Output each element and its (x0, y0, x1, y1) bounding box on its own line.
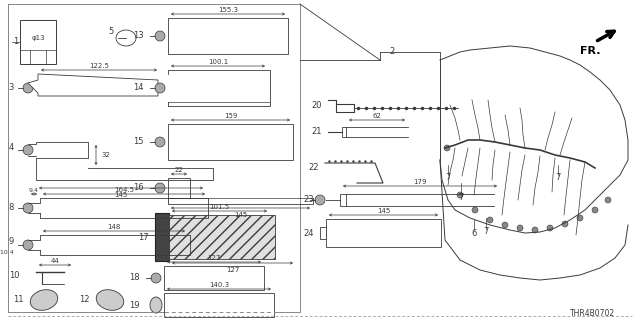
Circle shape (151, 273, 161, 283)
Circle shape (444, 145, 450, 151)
Text: 127: 127 (226, 267, 239, 273)
Circle shape (155, 83, 165, 93)
Text: 18: 18 (129, 274, 140, 283)
Text: 6: 6 (471, 228, 477, 237)
Text: 2: 2 (389, 47, 395, 57)
Circle shape (23, 203, 33, 213)
Text: 7: 7 (483, 228, 489, 236)
Circle shape (605, 197, 611, 203)
Text: 16: 16 (133, 183, 144, 193)
Circle shape (155, 183, 165, 193)
Bar (168, 178, 190, 198)
Circle shape (472, 207, 478, 213)
Text: 13: 13 (133, 31, 144, 41)
Bar (320, 227, 326, 239)
Circle shape (502, 222, 508, 228)
Text: 140.3: 140.3 (209, 282, 229, 288)
Text: 22: 22 (175, 167, 184, 173)
Circle shape (562, 221, 568, 227)
Text: φ13: φ13 (31, 35, 45, 41)
Bar (169, 215, 275, 259)
Circle shape (23, 240, 33, 250)
Bar (168, 18, 288, 54)
Ellipse shape (96, 290, 124, 310)
Text: 14: 14 (134, 84, 144, 92)
Text: 62: 62 (372, 113, 381, 119)
Circle shape (577, 215, 583, 221)
Text: 1: 1 (13, 37, 18, 46)
Text: 7: 7 (445, 173, 451, 182)
Bar (8, 4, 300, 312)
Bar (164, 266, 264, 290)
Text: 159: 159 (224, 113, 237, 119)
Text: 32: 32 (101, 152, 110, 158)
Text: 15: 15 (134, 138, 144, 147)
Text: FR.: FR. (580, 46, 600, 56)
Text: 8: 8 (8, 204, 14, 212)
Text: 101.5: 101.5 (209, 204, 230, 210)
Text: 7: 7 (458, 194, 464, 203)
Circle shape (592, 207, 598, 213)
Circle shape (457, 192, 463, 198)
Text: 10 4: 10 4 (0, 251, 14, 255)
Circle shape (23, 83, 33, 93)
Text: 155.3: 155.3 (218, 7, 238, 13)
Text: 9: 9 (9, 236, 14, 245)
Bar (340, 194, 346, 206)
Text: 10: 10 (10, 271, 20, 281)
Text: 9.4: 9.4 (29, 188, 39, 193)
Circle shape (155, 31, 165, 41)
Circle shape (532, 227, 538, 233)
Text: 19: 19 (129, 300, 140, 309)
Bar (155, 213, 169, 261)
Bar (20, 20, 56, 64)
Circle shape (487, 217, 493, 223)
Text: 145: 145 (115, 192, 127, 198)
Text: 100.1: 100.1 (208, 59, 228, 65)
Text: 127: 127 (207, 255, 221, 261)
Circle shape (23, 145, 33, 155)
Text: 22: 22 (308, 163, 319, 172)
Text: 24: 24 (303, 228, 314, 237)
Text: 148: 148 (108, 224, 121, 230)
Text: THR4B0702: THR4B0702 (570, 309, 615, 318)
Bar (164, 293, 274, 317)
Text: 179: 179 (413, 179, 427, 185)
Text: 145: 145 (377, 208, 390, 214)
Circle shape (547, 225, 553, 231)
Text: 164.5: 164.5 (114, 187, 134, 193)
Text: 21: 21 (312, 127, 322, 137)
Circle shape (315, 195, 325, 205)
Text: 20: 20 (312, 101, 322, 110)
Ellipse shape (30, 290, 58, 310)
Text: 3: 3 (8, 84, 14, 92)
Text: 7: 7 (556, 173, 561, 182)
Text: 5: 5 (109, 28, 114, 36)
Text: 17: 17 (138, 233, 149, 242)
Polygon shape (28, 74, 158, 96)
Circle shape (155, 137, 165, 147)
Text: 4: 4 (9, 143, 14, 153)
Text: 12: 12 (79, 295, 90, 305)
Ellipse shape (150, 297, 162, 313)
Text: 122.5: 122.5 (89, 63, 109, 69)
Bar (326, 219, 441, 247)
Text: 145: 145 (234, 212, 247, 218)
Bar (168, 124, 293, 160)
Text: 23: 23 (303, 196, 314, 204)
Text: 11: 11 (13, 295, 24, 305)
Circle shape (517, 225, 523, 231)
Bar (342, 127, 346, 137)
Text: 44: 44 (51, 258, 60, 264)
